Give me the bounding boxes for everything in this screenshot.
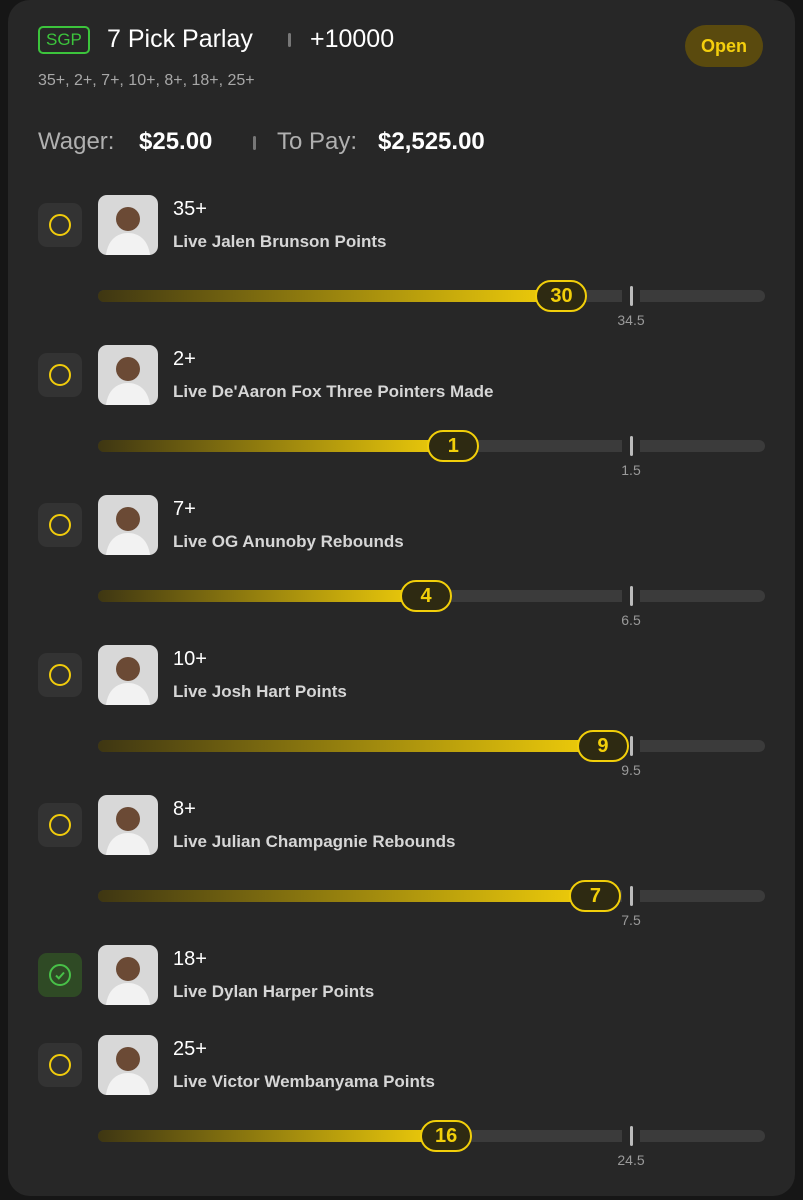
line-label: 6.5	[621, 612, 641, 628]
line-label: 7.5	[621, 912, 641, 928]
line-label: 1.5	[621, 462, 641, 478]
pick-label: Live OG Anunoby Rebounds	[173, 532, 404, 551]
avatar-silhouette	[106, 207, 150, 255]
status-box	[38, 1043, 82, 1087]
pick-threshold: 35+	[173, 198, 207, 220]
pick-label: Live Jalen Brunson Points	[173, 232, 387, 251]
progress-fill	[98, 740, 603, 752]
avatar-silhouette	[106, 657, 150, 705]
player-avatar	[98, 795, 158, 855]
status-box	[38, 803, 82, 847]
pick-threshold: 2+	[173, 348, 196, 370]
current-badge: 4	[400, 580, 452, 612]
avatar-silhouette	[106, 357, 150, 405]
line-label: 9.5	[621, 762, 641, 778]
player-avatar	[98, 195, 158, 255]
status-box	[38, 353, 82, 397]
progress-fill	[98, 590, 426, 602]
status-box	[38, 653, 82, 697]
status-box	[38, 203, 82, 247]
line-tick	[630, 436, 633, 456]
pick-label: Live Julian Champagnie Rebounds	[173, 832, 456, 851]
player-avatar	[98, 945, 158, 1005]
current-badge: 16	[420, 1120, 473, 1152]
progress-fill	[98, 1130, 447, 1142]
open-button[interactable]: Open	[685, 25, 763, 67]
pick-threshold: 8+	[173, 798, 196, 820]
progress-fill	[98, 890, 596, 902]
line-label: 34.5	[617, 312, 645, 328]
progress-fill	[98, 290, 562, 302]
player-avatar	[98, 645, 158, 705]
pay-label: To Pay:	[277, 128, 358, 155]
pick-label: Live Josh Hart Points	[173, 682, 347, 701]
current-badge: 1	[427, 430, 480, 462]
progress-fill	[98, 440, 454, 452]
status-icon	[49, 1054, 71, 1076]
title: 7 Pick Parlay	[107, 25, 253, 53]
line-tick	[630, 286, 633, 306]
status-icon	[49, 214, 71, 236]
status-box	[38, 503, 82, 547]
wager-label: Wager:	[38, 128, 115, 155]
line-tick	[630, 586, 633, 606]
separator	[288, 33, 291, 47]
pick-threshold: 18+	[173, 948, 207, 970]
current-badge: 7	[569, 880, 622, 912]
pick-label: Live Victor Wembanyama Points	[173, 1072, 436, 1091]
status-icon	[49, 364, 71, 386]
legs: 35+, 2+, 7+, 10+, 8+, 18+, 25+	[38, 72, 255, 89]
line-label: 24.5	[617, 1152, 645, 1168]
pick-threshold: 7+	[173, 498, 196, 520]
avatar-silhouette	[106, 957, 150, 1005]
line-tick	[630, 1126, 633, 1146]
line-tick	[630, 886, 633, 906]
pay-amount: $2,525.00	[378, 128, 485, 155]
avatar-silhouette	[106, 507, 150, 555]
status-icon	[49, 664, 71, 686]
sgp-badge: SGP	[38, 26, 90, 54]
wager-amount: $25.00	[139, 128, 213, 155]
current-badge: 9	[576, 730, 629, 762]
check-mark	[55, 971, 65, 980]
parlay-card: SGP 7 Pick Parlay +10000 Open 35+, 2+, 7…	[8, 0, 795, 1196]
pick-threshold: 10+	[173, 648, 207, 670]
status-icon	[49, 964, 71, 986]
odds: +10000	[310, 25, 395, 53]
status-icon	[49, 814, 71, 836]
current-badge: 30	[535, 280, 588, 312]
avatar-silhouette	[106, 1047, 150, 1095]
pick-label: Live Dylan Harper Points	[173, 982, 375, 1001]
line-tick	[630, 736, 633, 756]
separator	[253, 136, 256, 150]
status-box	[38, 953, 82, 997]
pick-label: Live De'Aaron Fox Three Pointers Made	[173, 382, 494, 401]
player-avatar	[98, 1035, 158, 1095]
player-avatar	[98, 345, 158, 405]
pick-threshold: 25+	[173, 1038, 207, 1060]
player-avatar	[98, 495, 158, 555]
status-icon	[49, 514, 71, 536]
avatar-silhouette	[106, 807, 150, 855]
